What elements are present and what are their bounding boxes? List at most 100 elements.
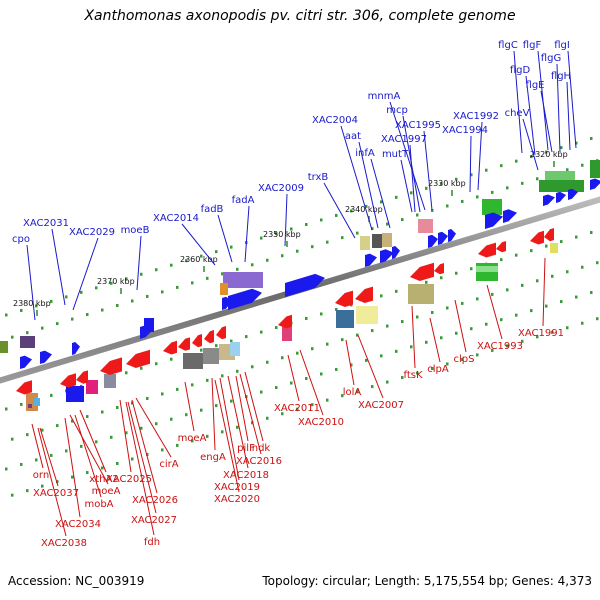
reverse-gene-arrow[interactable] [60,373,76,388]
gene-label-ftsK[interactable]: ftsK [403,370,422,381]
reverse-gene-arrow[interactable] [100,357,122,375]
gene-label-infA[interactable]: infA [355,148,375,159]
gene-labels[interactable]: flgC flgF flgI flgD flgG flgE flgH mnmA cheV mcp X… [12,40,577,549]
forward-gene-arrow[interactable] [392,246,400,259]
gene-label-flgC[interactable]: flgC [498,40,518,51]
forward-gene-arrow[interactable] [543,194,555,207]
reverse-gene-arrow[interactable] [530,230,544,245]
gene-label-XAC2019[interactable]: XAC2019 [214,482,260,493]
reverse-gene-arrow[interactable] [478,242,496,258]
gene-label-XAC2034[interactable]: XAC2034 [55,519,101,530]
forward-gene-arrow[interactable] [590,178,600,191]
gene-label-XAC1992[interactable]: XAC1992 [453,111,499,122]
gene-label-fadA[interactable]: fadA [232,195,255,206]
reverse-gene-arrow[interactable] [16,380,32,395]
reverse-gene-arrow[interactable] [204,330,214,344]
reverse-gene-arrow[interactable] [216,326,226,340]
gene-label-trxB[interactable]: trxB [308,172,329,183]
forward-gene-arrow[interactable] [448,229,456,242]
track-dot [545,244,548,248]
gene-label-engA[interactable]: engA [200,452,226,463]
gene-label-flgG[interactable]: flgG [541,53,561,64]
gene-label-cirA[interactable]: cirA [159,459,178,470]
forward-gene-arrow[interactable] [485,212,503,230]
gene-label-XAC2038[interactable]: XAC2038 [41,538,87,549]
gene-label-orn[interactable]: orn [33,470,49,481]
gene-label-XAC1991[interactable]: XAC1991 [518,328,564,339]
gene-label-XAC2037[interactable]: XAC2037 [33,488,79,499]
gene-label-XAC2026[interactable]: XAC2026 [132,495,178,506]
reverse-gene-arrow[interactable] [178,337,190,351]
reverse-gene-arrow[interactable] [278,314,292,329]
gene-label-ndk[interactable]: ndk [252,443,271,454]
gene-label-mnmA[interactable]: mnmA [368,91,401,102]
gene-label-cheV[interactable]: cheV [505,108,530,119]
track-dot [305,222,308,226]
forward-gene-arrow[interactable] [228,288,262,310]
gene-label-mobA[interactable]: mobA [84,499,113,510]
forward-gene-arrow[interactable] [140,325,154,339]
forward-gene-arrow[interactable] [428,234,438,248]
gene-label-XAC2011[interactable]: XAC2011 [274,403,320,414]
gene-label-lolA[interactable]: lolA [343,387,362,398]
forward-gene-arrow[interactable] [365,253,377,267]
forward-gene-arrow[interactable] [40,350,52,364]
reverse-gene-arrow[interactable] [126,349,150,368]
gene-label-flgH[interactable]: flgH [551,71,571,82]
gene-label-xthA2[interactable]: xthA2 [89,474,118,485]
gene-label-XAC1993[interactable]: XAC1993 [477,341,523,352]
reverse-gene-arrow[interactable] [192,334,202,348]
gene-label-XAC2029[interactable]: XAC2029 [69,227,115,238]
gene-label-XAC2025[interactable]: XAC2025 [106,474,152,485]
gene-label-XAC2007[interactable]: XAC2007 [358,400,404,411]
gene-label-moeA[interactable]: moeA [92,486,121,497]
gene-label-XAC2010[interactable]: XAC2010 [298,417,344,428]
reverse-gene-arrow[interactable] [410,262,434,281]
reverse-gene-arrow[interactable] [496,241,506,253]
gene-label-moeA[interactable]: moeA [178,433,207,444]
gene-label-XAC2018[interactable]: XAC2018 [223,470,269,481]
gene-label-aat[interactable]: aat [345,131,361,142]
gene-label-XAC1995[interactable]: XAC1995 [395,120,441,131]
gene-label-XAC2009[interactable]: XAC2009 [258,183,304,194]
gene-label-XAC2031[interactable]: XAC2031 [23,218,69,229]
gene-label-XAC2016[interactable]: XAC2016 [236,456,282,467]
reverse-gene-arrow[interactable] [335,290,353,307]
gene-label-XAC2014[interactable]: XAC2014 [153,213,199,224]
reverse-gene-arrow[interactable] [544,228,554,242]
forward-gene-arrow[interactable] [285,273,325,297]
gene-label-cpo[interactable]: cpo [12,234,30,245]
gene-label-XAC2020[interactable]: XAC2020 [214,494,260,505]
forward-gene-arrow[interactable] [438,231,448,245]
gene-label-XAC2027[interactable]: XAC2027 [131,515,177,526]
reverse-gene-arrow[interactable] [76,370,88,384]
gene-label-flgD[interactable]: flgD [510,65,531,76]
gene-label-flgI[interactable]: flgI [554,40,570,51]
forward-gene-arrow[interactable] [568,188,578,200]
forward-gene-arrow[interactable] [222,296,232,310]
forward-gene-arrow[interactable] [380,249,394,263]
gene-label-mutT[interactable]: mutT [382,149,409,160]
reverse-gene-arrow[interactable] [355,286,373,303]
gene-label-moeB[interactable]: moeB [121,225,150,236]
reverse-gene-arrow[interactable] [434,263,444,275]
forward-gene-arrow[interactable] [72,342,80,355]
forward-gene-arrow[interactable] [556,191,566,203]
gene-label-clpA[interactable]: clpA [427,364,449,375]
gene-features[interactable] [16,178,600,395]
forward-gene-arrow[interactable] [20,355,32,369]
gene-label-clpS[interactable]: clpS [454,354,475,365]
gene-label-flgE[interactable]: flgE [526,80,545,91]
reverse-gene-arrow[interactable] [163,340,177,355]
gene-label-flgF[interactable]: flgF [523,40,542,51]
gene-label-XAC1997[interactable]: XAC1997 [381,134,427,145]
gene-label-mcp[interactable]: mcp [386,105,408,116]
gene-label-XAC1994[interactable]: XAC1994 [442,125,488,136]
forward-gene-arrow[interactable] [503,209,517,223]
gene-label-XAC2004[interactable]: XAC2004 [312,115,358,126]
gene-label-pilF[interactable]: pilF [237,443,255,454]
track-dot [251,365,254,369]
gene-label-fadB[interactable]: fadB [201,204,224,215]
gene-label-fdh[interactable]: fdh [144,537,160,548]
